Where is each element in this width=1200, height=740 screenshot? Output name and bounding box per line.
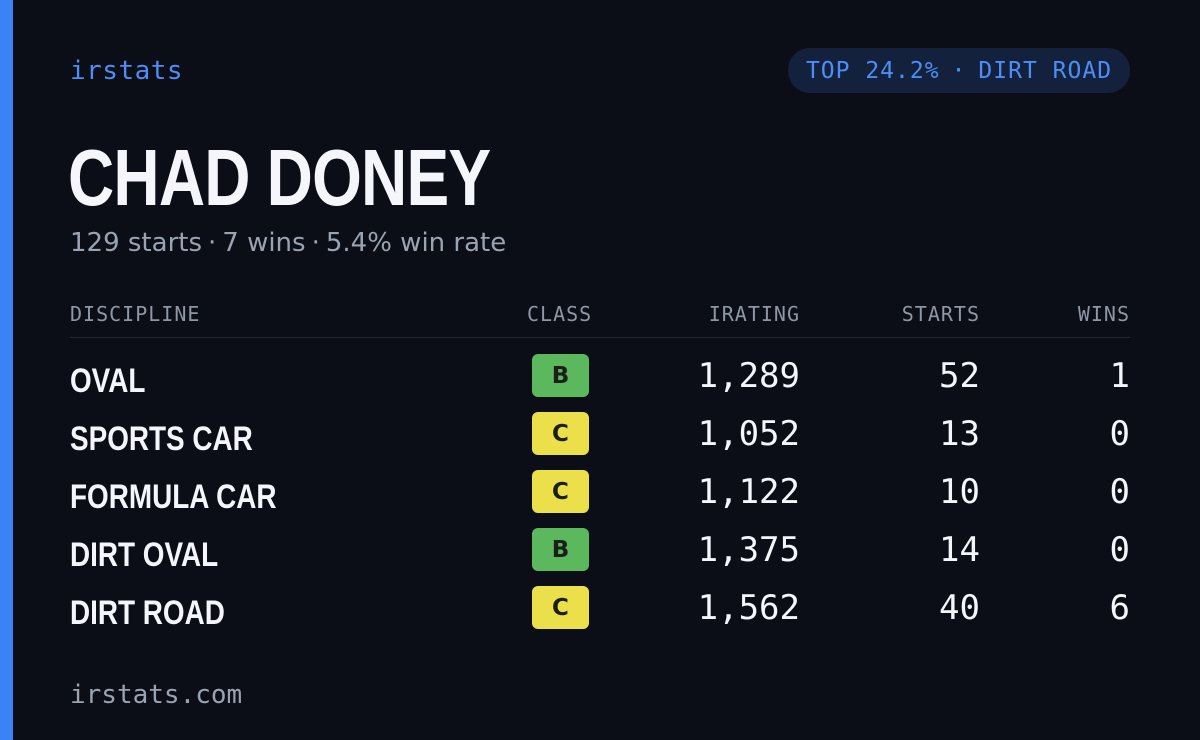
discipline-name: DIRT ROAD [70,594,225,632]
rank-badge: TOP 24.2% · DIRT ROAD [788,48,1130,93]
table-row: DIRT ROAD C 1,562 40 6 [70,586,1130,644]
summary-wins: 7 wins [222,228,306,258]
starts-value: 10 [939,472,980,512]
wins-value: 0 [1109,472,1130,512]
irating-value: 1,375 [697,530,800,570]
license-class-badge: B [532,354,589,397]
column-header-irating: IRATING [708,302,800,326]
summary-win-rate: 5.4% win rate [325,228,507,258]
column-header-wins: WINS [1077,302,1130,326]
rank-badge-discipline: DIRT ROAD [978,57,1113,84]
table-row: OVAL B 1,289 52 1 [70,354,1130,412]
brand-logo[interactable]: irstats [70,56,184,86]
summary-separator: · [311,228,320,258]
footer-url[interactable]: irstats.com [70,680,243,710]
summary-separator: · [208,228,217,258]
wins-value: 1 [1109,356,1130,396]
discipline-name: SPORTS CAR [70,420,253,458]
irating-value: 1,289 [697,356,800,396]
column-header-class: CLASS [527,302,593,326]
rank-badge-percentile: TOP 24.2% [805,57,940,84]
discipline-name: FORMULA CAR [70,478,277,516]
license-class-badge: B [532,528,589,571]
column-header-starts: STARTS [901,302,980,326]
driver-summary: 129 starts · 7 wins · 5.4% win rate [70,228,506,258]
irating-value: 1,122 [697,472,800,512]
column-header-discipline: DISCIPLINE [70,302,201,326]
starts-value: 52 [939,356,980,396]
license-class-badge: C [532,586,589,629]
starts-value: 40 [939,588,980,628]
table-row: SPORTS CAR C 1,052 13 0 [70,412,1130,470]
stats-table: DISCIPLINE CLASS IRATING STARTS WINS OVA… [70,296,1130,644]
summary-starts: 129 starts [70,228,202,258]
stats-table-body: OVAL B 1,289 52 1 SPORTS CAR C 1,052 13 0 FORMULA … [70,354,1130,644]
wins-value: 0 [1109,414,1130,454]
license-class-badge: C [532,470,589,513]
accent-bar [0,0,13,740]
stats-table-header: DISCIPLINE CLASS IRATING STARTS WINS [70,296,1130,338]
table-row: FORMULA CAR C 1,122 10 0 [70,470,1130,528]
starts-value: 13 [939,414,980,454]
discipline-name: OVAL [70,362,146,400]
wins-value: 6 [1109,588,1130,628]
starts-value: 14 [939,530,980,570]
wins-value: 0 [1109,530,1130,570]
table-row: DIRT OVAL B 1,375 14 0 [70,528,1130,586]
discipline-name: DIRT OVAL [70,536,219,574]
driver-name: CHAD DONEY [68,133,491,222]
rank-badge-separator: · [951,57,967,84]
irating-value: 1,562 [697,588,800,628]
irating-value: 1,052 [697,414,800,454]
license-class-badge: C [532,412,589,455]
